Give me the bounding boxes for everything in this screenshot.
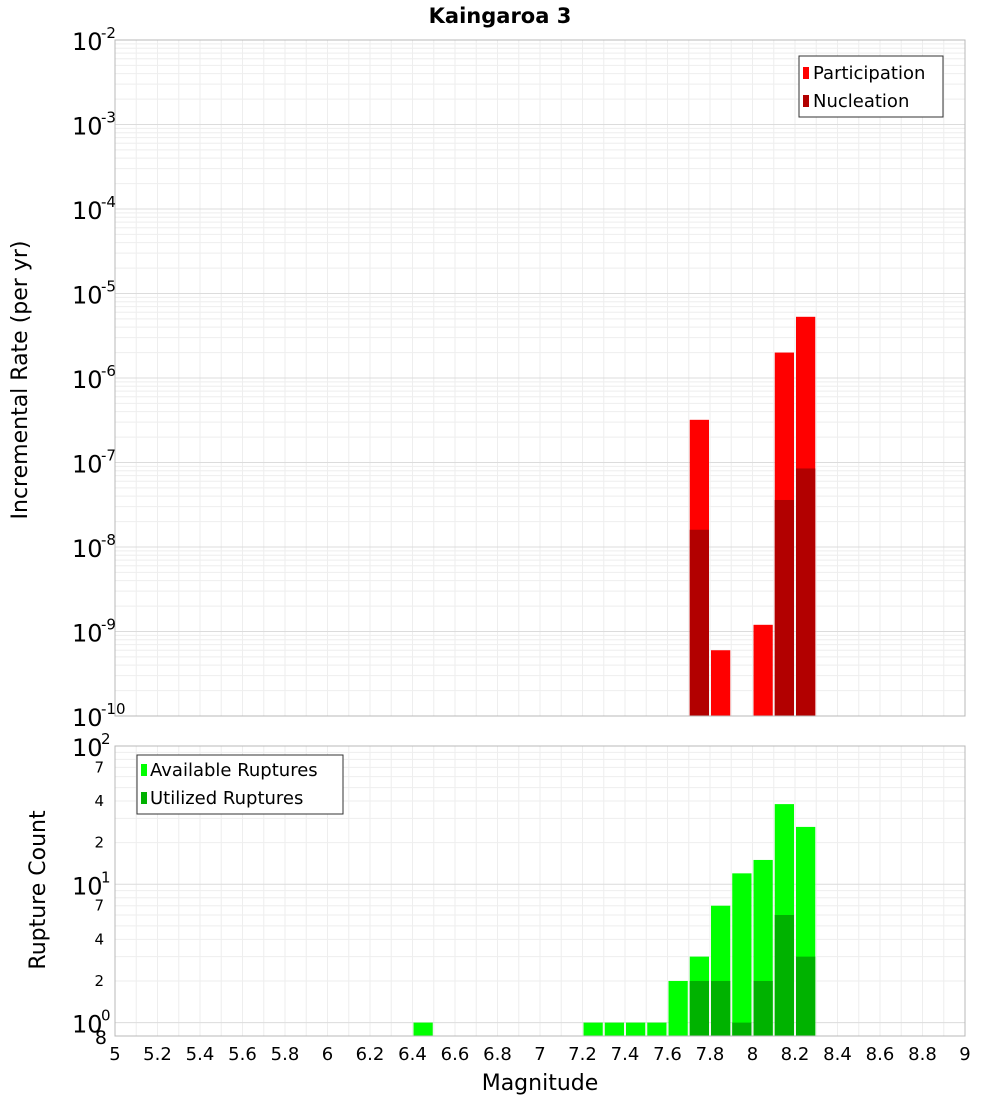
- utilized-ruptures-legend-swatch: [141, 792, 147, 804]
- bottom-legend-box: [136, 754, 344, 815]
- bottom-legend: Available Ruptures Utilized Ruptures: [136, 754, 344, 815]
- available-ruptures-legend-swatch: [141, 764, 147, 776]
- top-legend: Participation Nucleation: [798, 55, 944, 118]
- x-tick-label: 6.6: [441, 1044, 470, 1065]
- x-tick-label: 6.4: [398, 1044, 427, 1065]
- top-grid: [114, 40, 966, 717]
- count-utilized-ruptures-bar: [689, 980, 709, 1036]
- rate-participation-bar: [753, 624, 773, 716]
- nucleation-legend-swatch: [803, 95, 809, 107]
- bottom-bars: [413, 804, 816, 1036]
- count-available-ruptures-bar: [668, 980, 688, 1036]
- count-available-ruptures-bar: [413, 1022, 433, 1036]
- x-tick-label: 8.2: [781, 1044, 810, 1065]
- rate-nucleation-bar: [689, 529, 709, 716]
- x-tick-label: 8.4: [823, 1044, 852, 1065]
- x-tick-label: 5: [109, 1044, 120, 1065]
- y-tick-exponent: -4: [101, 193, 116, 211]
- top-y-axis-label: Incremental Rate (per yr): [8, 241, 33, 520]
- participation-legend-label: Participation: [813, 63, 925, 84]
- y-tick-label: 10: [72, 451, 103, 479]
- chart-title: Kaingaroa 3: [429, 4, 572, 28]
- count-utilized-ruptures-bar: [753, 980, 773, 1036]
- y-tick-exponent: -8: [101, 531, 116, 549]
- y-tick-label: 10: [72, 28, 103, 56]
- y-tick-label: 10: [72, 704, 103, 732]
- count-available-ruptures-bar: [647, 1022, 667, 1036]
- x-tick-label: 7.4: [611, 1044, 640, 1065]
- participation-legend-swatch: [803, 67, 809, 79]
- y-minor-tick-label: 2: [94, 834, 104, 852]
- y-tick-label: 10: [72, 535, 103, 563]
- bottom-y-axis-label: Rupture Count: [26, 810, 51, 970]
- y-tick-exponent: -10: [101, 700, 126, 718]
- bottom-plot-frame: [114, 745, 966, 1037]
- x-tick-label: 8.8: [908, 1044, 937, 1065]
- x-tick-label: 6.2: [356, 1044, 385, 1065]
- x-tick-label: 8: [747, 1044, 758, 1065]
- rate-nucleation-bar: [774, 499, 794, 716]
- y-tick-label: 10: [72, 366, 103, 394]
- count-utilized-ruptures-bar: [732, 1022, 752, 1036]
- count-utilized-ruptures-bar: [774, 914, 794, 1036]
- y-tick-exponent: -7: [101, 447, 116, 465]
- y-tick-label: 10: [72, 620, 103, 648]
- rate-participation-bar: [711, 650, 731, 716]
- x-tick-label: 7.8: [696, 1044, 725, 1065]
- y-minor-tick-label: 4: [94, 930, 104, 948]
- x-tick-label: 7: [534, 1044, 545, 1065]
- y-minor-tick-label: 2: [94, 972, 104, 990]
- x-tick-label: 9: [959, 1044, 970, 1065]
- count-available-ruptures-bar: [583, 1022, 603, 1036]
- top-bars: [689, 316, 816, 716]
- x-tick-label: 5.2: [143, 1044, 172, 1065]
- x-tick-label: 8.6: [866, 1044, 895, 1065]
- y-tick-exponent: -9: [101, 616, 116, 634]
- y-tick-label: 10: [72, 872, 103, 900]
- nucleation-legend-label: Nucleation: [813, 91, 909, 112]
- y-minor-tick-label: 7: [94, 758, 104, 776]
- x-tick-label: 6: [322, 1044, 333, 1065]
- y-tick-exponent: -2: [101, 24, 116, 42]
- y-tick-exponent: 0: [101, 1007, 111, 1025]
- x-tick-label: 5.6: [228, 1044, 257, 1065]
- y-tick-label: 10: [72, 197, 103, 225]
- y-tick-exponent: -3: [101, 109, 116, 127]
- count-available-ruptures-bar: [604, 1022, 624, 1036]
- top-plot-frame: [114, 39, 966, 717]
- rate-nucleation-bar: [796, 468, 816, 716]
- y-minor-tick-label: 7: [94, 897, 104, 915]
- count-available-ruptures-bar: [732, 873, 752, 1036]
- x-axis-label: Magnitude: [482, 1071, 599, 1096]
- x-tick-label: 7.2: [568, 1044, 597, 1065]
- y-tick-label: 10: [72, 1011, 103, 1039]
- x-tick-label: 5.4: [186, 1044, 215, 1065]
- x-tick-label: 7.6: [653, 1044, 682, 1065]
- top-legend-box: [798, 55, 944, 118]
- y-minor-tick-label: 4: [94, 792, 104, 810]
- available-ruptures-legend-label: Available Ruptures: [150, 760, 318, 781]
- y-tick-label: 10: [72, 734, 103, 762]
- y-tick-exponent: 2: [101, 730, 111, 748]
- y-minor-tick-label: 8: [95, 1027, 107, 1049]
- x-tick-label: 5.8: [271, 1044, 300, 1065]
- count-utilized-ruptures-bar: [796, 956, 816, 1036]
- y-tick-exponent: -5: [101, 278, 116, 296]
- y-tick-label: 10: [72, 282, 103, 310]
- x-ticks: 5 5.2 5.4 5.6 5.8 6 6.2 6.4 6.6 6.8 7 7.2 7.4 7.6 7.8 8…: [109, 1044, 970, 1065]
- y-tick-label: 10: [72, 113, 103, 141]
- utilized-ruptures-legend-label: Utilized Ruptures: [150, 788, 303, 809]
- x-tick-label: 6.8: [483, 1044, 512, 1065]
- y-tick-exponent: -6: [101, 362, 116, 380]
- count-utilized-ruptures-bar: [711, 980, 731, 1036]
- count-available-ruptures-bar: [626, 1022, 646, 1036]
- y-tick-exponent: 1: [101, 868, 111, 886]
